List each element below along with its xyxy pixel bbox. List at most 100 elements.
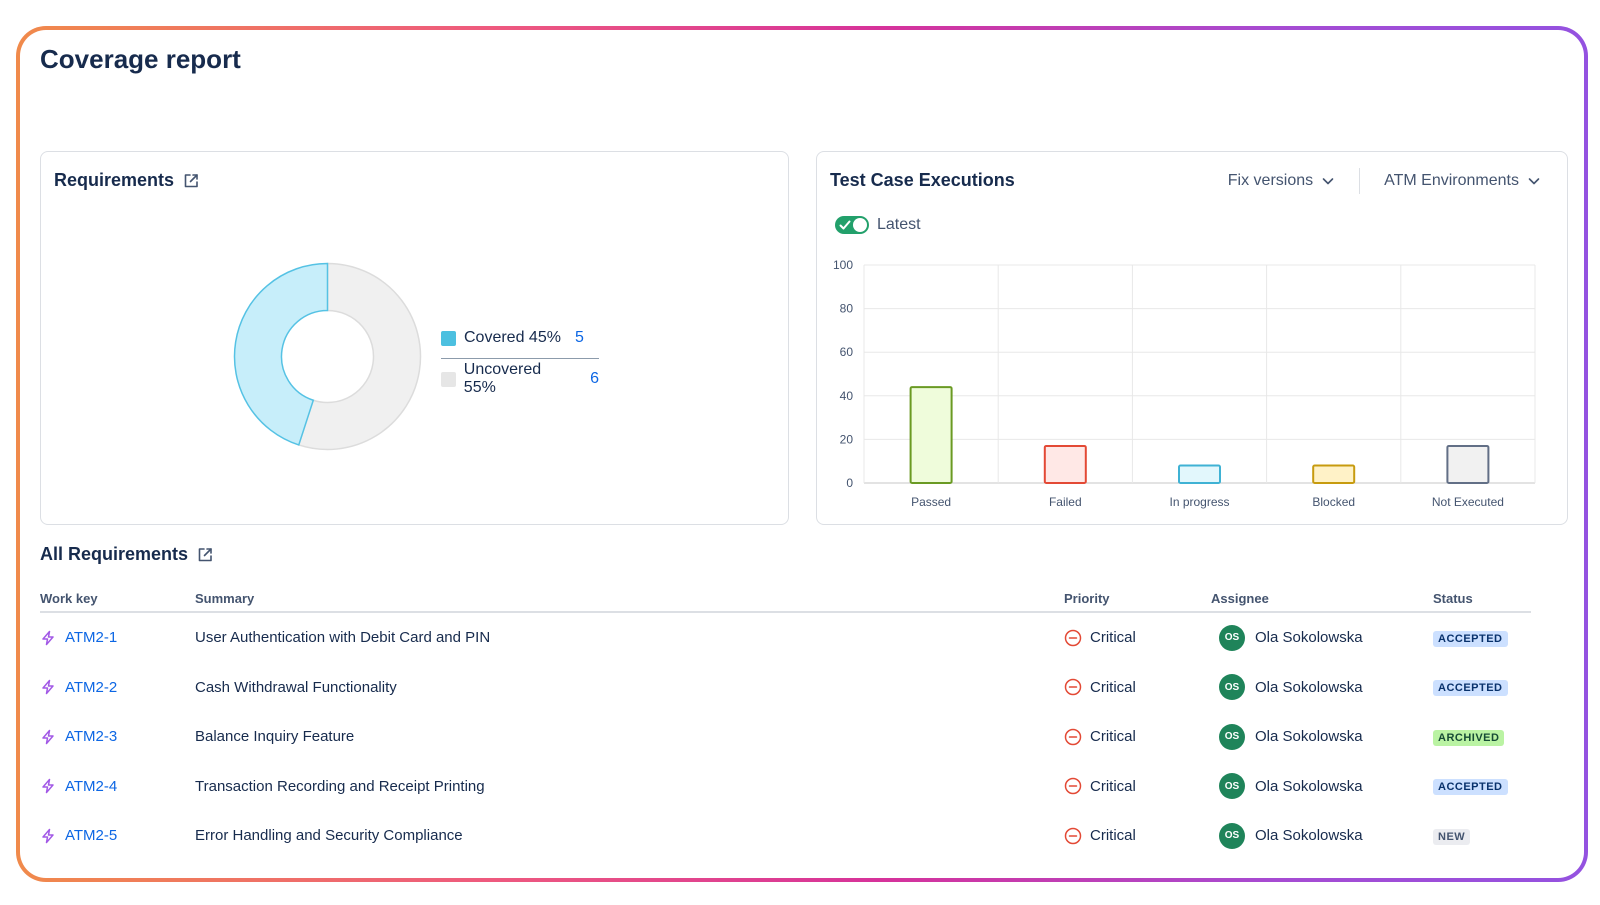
donut-slice-covered[interactable]	[233, 262, 329, 446]
avatar[interactable]: OS	[1219, 674, 1245, 701]
bar-in-progress[interactable]	[1178, 464, 1221, 484]
atm-environments-dropdown[interactable]: ATM Environments	[1380, 172, 1545, 190]
assignee-cell: OS Ola Sokolowska	[1211, 624, 1433, 651]
fix-versions-label: Fix versions	[1227, 172, 1314, 189]
all-requirements-title[interactable]: All Requirements	[40, 544, 214, 565]
work-key-link[interactable]: ATM2-1	[65, 629, 118, 647]
x-tick-label: Not Executed	[1432, 495, 1504, 509]
requirement-bolt-icon	[42, 680, 54, 695]
work-key-cell: ATM2-4	[40, 778, 195, 795]
donut-slice-uncovered[interactable]	[297, 262, 422, 451]
fix-versions-dropdown[interactable]: Fix versions	[1224, 172, 1339, 190]
x-tick-label: Failed	[1049, 495, 1082, 509]
work-key-cell: ATM2-3	[40, 728, 195, 745]
summary-cell: Cash Withdrawal Functionality	[195, 678, 397, 696]
legend-item-uncovered[interactable]: Uncovered 55% 6	[441, 361, 599, 396]
x-tick-label: Passed	[911, 495, 951, 509]
work-key-link[interactable]: ATM2-2	[65, 678, 118, 696]
y-tick-label: 80	[840, 302, 854, 316]
report-panel: Coverage report Requirements Covered 45%…	[20, 30, 1584, 878]
atm-environments-label: ATM Environments	[1384, 172, 1519, 189]
chevron-down-icon	[1322, 178, 1334, 185]
summary-cell: Balance Inquiry Feature	[195, 728, 355, 746]
avatar[interactable]: OS	[1219, 624, 1245, 651]
assignee-name: Ola Sokolowska	[1255, 777, 1363, 795]
gradient-frame: Coverage report Requirements Covered 45%…	[16, 26, 1588, 882]
summary-cell: User Authentication with Debit Card and …	[195, 629, 491, 647]
all-requirements-title-label: All Requirements	[40, 544, 189, 564]
status-cell: NEW	[1433, 827, 1531, 845]
status-cell: ACCEPTED	[1433, 629, 1531, 647]
bar-not-executed[interactable]	[1446, 444, 1490, 485]
requirement-bolt-icon	[42, 779, 54, 794]
legend-swatch-uncovered	[441, 371, 456, 387]
avatar[interactable]: OS	[1219, 773, 1245, 800]
status-badge: ACCEPTED	[1433, 680, 1508, 697]
work-key-link[interactable]: ATM2-5	[65, 827, 118, 845]
assignee-name: Ola Sokolowska	[1255, 827, 1363, 845]
column-header-status[interactable]: Status	[1433, 590, 1473, 606]
y-tick-label: 0	[846, 476, 853, 490]
y-tick-label: 60	[840, 345, 854, 359]
requirements-title[interactable]: Requirements	[54, 170, 200, 191]
work-key-link[interactable]: ATM2-3	[65, 728, 118, 746]
requirements-title-label: Requirements	[54, 170, 175, 190]
requirement-bolt-icon	[42, 630, 54, 645]
assignee-cell: OS Ola Sokolowska	[1211, 674, 1433, 701]
legend-item-covered[interactable]: Covered 45% 5	[441, 324, 599, 352]
table-row[interactable]: ATM2-3 Balance Inquiry Feature Critical …	[40, 712, 1531, 762]
bar-failed[interactable]	[1043, 444, 1087, 485]
executions-bar-chart: 0 20 40 60 80 100 Passed Failed In progress Block…	[833, 258, 1536, 509]
assignee-cell: OS Ola Sokolowska	[1211, 773, 1433, 800]
table-header: Work key Summary Priority Assignee Statu…	[40, 585, 1531, 613]
priority-label: Critical	[1090, 827, 1136, 845]
coverage-legend: Covered 45% 5 Uncovered 55% 6	[441, 324, 599, 396]
table-row[interactable]: ATM2-1 User Authentication with Debit Ca…	[40, 613, 1531, 663]
avatar[interactable]: OS	[1219, 723, 1245, 750]
bar-blocked[interactable]	[1312, 464, 1356, 484]
assignee-cell: OS Ola Sokolowska	[1211, 723, 1433, 750]
x-tick-label: In progress	[1169, 495, 1229, 509]
test-case-executions-card: 0 20 40 60 80 100 Passed Failed In progress Block…	[816, 151, 1568, 525]
column-header-assignee[interactable]: Assignee	[1211, 590, 1269, 606]
column-header-priority[interactable]: Priority	[1064, 590, 1110, 606]
latest-toggle[interactable]	[835, 216, 869, 234]
check-icon	[839, 220, 851, 230]
legend-count-uncovered[interactable]: 6	[590, 370, 599, 387]
chevron-down-icon	[1528, 178, 1540, 185]
y-tick-label: 100	[833, 258, 853, 272]
legend-divider	[441, 358, 599, 359]
x-tick-label: Blocked	[1312, 495, 1355, 509]
work-key-link[interactable]: ATM2-4	[65, 777, 118, 795]
table-row[interactable]: ATM2-4 Transaction Recording and Receipt…	[40, 762, 1531, 812]
latest-toggle-label: Latest	[877, 216, 921, 233]
requirements-table: Work key Summary Priority Assignee Statu…	[40, 585, 1531, 861]
requirements-card: Requirements Covered 45% 5 Uncovered 55%…	[40, 151, 789, 525]
toggle-knob	[853, 218, 867, 232]
legend-count-covered[interactable]: 5	[574, 329, 584, 346]
filter-divider	[1359, 168, 1361, 194]
y-tick-label: 20	[840, 432, 854, 446]
tce-filters: Fix versions ATM Environments	[1224, 168, 1545, 194]
assignee-name: Ola Sokolowska	[1255, 728, 1363, 746]
assignee-name: Ola Sokolowska	[1255, 629, 1363, 647]
external-link-icon[interactable]	[196, 546, 214, 564]
priority-cell: Critical	[1064, 728, 1211, 746]
table-row[interactable]: ATM2-2 Cash Withdrawal Functionality Cri…	[40, 663, 1531, 713]
priority-label: Critical	[1090, 728, 1136, 746]
column-header-summary[interactable]: Summary	[195, 590, 255, 606]
avatar[interactable]: OS	[1219, 822, 1245, 849]
critical-priority-icon	[1064, 778, 1082, 795]
column-header-work-key[interactable]: Work key	[40, 590, 98, 606]
status-cell: ARCHIVED	[1433, 728, 1531, 746]
priority-cell: Critical	[1064, 777, 1211, 795]
status-badge: ARCHIVED	[1433, 729, 1505, 746]
work-key-cell: ATM2-1	[40, 629, 195, 646]
external-link-icon[interactable]	[182, 172, 200, 190]
legend-label-covered: Covered 45%	[464, 329, 561, 346]
legend-swatch-covered	[441, 330, 456, 346]
bar-passed[interactable]	[909, 386, 953, 484]
table-row[interactable]: ATM2-5 Error Handling and Security Compl…	[40, 811, 1531, 861]
test-case-executions-title: Test Case Executions	[830, 170, 1015, 190]
summary-cell: Transaction Recording and Receipt Printi…	[195, 777, 485, 795]
